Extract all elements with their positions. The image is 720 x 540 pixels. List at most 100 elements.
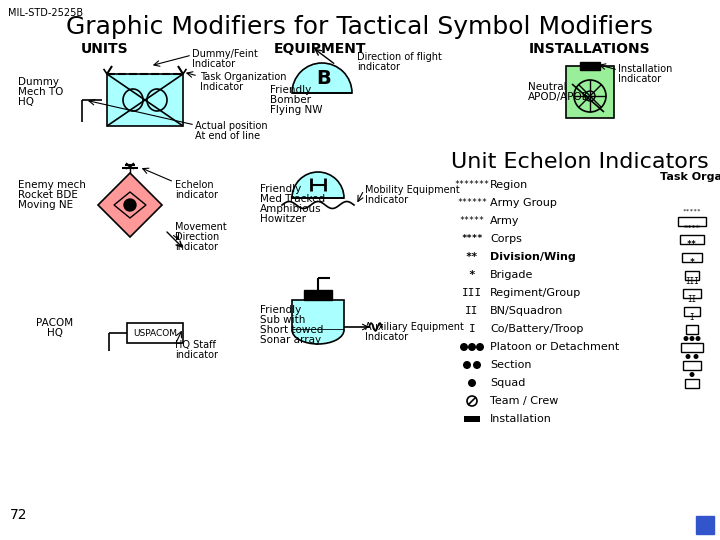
Text: Direction: Direction (175, 232, 220, 242)
Text: Med Tracked: Med Tracked (260, 194, 325, 204)
Text: I: I (690, 313, 694, 321)
Bar (292, 300, 344, 330)
Text: Co/Battery/Troop: Co/Battery/Troop (490, 324, 583, 334)
Text: Movement: Movement (175, 222, 227, 232)
Text: ******: ****** (457, 199, 487, 207)
Text: Direction of flight: Direction of flight (357, 52, 442, 62)
Text: Dummy/Feint: Dummy/Feint (192, 49, 258, 59)
Text: Indicator: Indicator (200, 82, 243, 92)
Text: HQ: HQ (18, 97, 34, 107)
Circle shape (690, 336, 695, 341)
Text: II: II (465, 306, 479, 316)
Bar (566, 66, 614, 118)
Text: indicator: indicator (357, 62, 400, 72)
Text: *: * (469, 270, 475, 280)
Text: Neutral: Neutral (528, 82, 567, 92)
Bar (684, 307, 700, 315)
Text: I: I (469, 324, 475, 334)
Text: Bomber: Bomber (270, 95, 311, 105)
Text: Friendly: Friendly (260, 184, 301, 194)
Text: Friendly: Friendly (260, 305, 301, 315)
Text: indicator: indicator (175, 242, 218, 252)
Text: Division/Wing: Division/Wing (490, 252, 576, 262)
Bar (686, 325, 698, 334)
Text: *******: ******* (454, 180, 490, 190)
Text: II: II (688, 294, 697, 303)
Text: Enemy mech: Enemy mech (18, 180, 86, 190)
Text: Regiment/Group: Regiment/Group (490, 288, 581, 298)
Circle shape (696, 336, 701, 341)
Circle shape (690, 372, 695, 377)
Text: Installation: Installation (490, 414, 552, 424)
Text: Platoon or Detachment: Platoon or Detachment (490, 342, 619, 352)
Text: BN/Squadron: BN/Squadron (490, 306, 563, 316)
Text: Task Organized: Task Organized (660, 172, 720, 182)
Text: Section: Section (490, 360, 531, 370)
Text: ****: **** (462, 234, 482, 244)
Text: MIL-STD-2525B: MIL-STD-2525B (8, 8, 83, 18)
Text: Brigade: Brigade (490, 270, 534, 280)
Text: indicator: indicator (175, 350, 218, 360)
Bar (681, 342, 703, 352)
Bar (683, 288, 701, 298)
Text: Sonar array: Sonar array (260, 335, 321, 345)
Text: Friendly: Friendly (270, 85, 311, 95)
Wedge shape (292, 172, 344, 198)
Text: Echelon: Echelon (175, 180, 214, 190)
Text: Squad: Squad (490, 378, 526, 388)
Text: HQ Staff: HQ Staff (175, 340, 216, 350)
Circle shape (468, 343, 476, 351)
Text: INSTALLATIONS: INSTALLATIONS (529, 42, 651, 56)
Text: Region: Region (490, 180, 528, 190)
Text: Graphic Modifiers for Tactical Symbol Modifiers: Graphic Modifiers for Tactical Symbol Mo… (66, 15, 654, 39)
Wedge shape (292, 63, 352, 93)
Text: Amphibious: Amphibious (260, 204, 322, 214)
Text: Indicator: Indicator (192, 59, 235, 69)
Text: U: U (699, 517, 711, 532)
Circle shape (683, 336, 688, 341)
Text: Short towed: Short towed (260, 325, 323, 335)
Bar (464, 416, 480, 422)
Text: Sub with: Sub with (260, 315, 305, 325)
Text: Installation: Installation (618, 64, 672, 74)
Circle shape (468, 379, 476, 387)
Text: Team / Crew: Team / Crew (490, 396, 559, 406)
Text: **: ** (687, 240, 697, 249)
Bar (678, 217, 706, 226)
Text: Task Organization: Task Organization (200, 72, 287, 82)
Text: Flying NW: Flying NW (270, 105, 323, 115)
Text: Unit Echelon Indicators: Unit Echelon Indicators (451, 152, 709, 172)
Text: At end of line: At end of line (195, 131, 260, 141)
Text: PACOM: PACOM (37, 318, 73, 328)
Text: Corps: Corps (490, 234, 522, 244)
Text: HQ: HQ (47, 328, 63, 338)
Text: 72: 72 (10, 508, 27, 522)
Text: Indicator: Indicator (365, 195, 408, 205)
Text: Mobility Equipment: Mobility Equipment (365, 185, 460, 195)
Circle shape (463, 361, 471, 369)
Text: B: B (317, 70, 331, 89)
Polygon shape (98, 173, 162, 237)
Text: Army: Army (490, 216, 520, 226)
Polygon shape (292, 330, 344, 344)
Text: EQUIPMENT: EQUIPMENT (274, 42, 366, 56)
Bar (685, 271, 699, 280)
Text: *****: ***** (459, 217, 485, 226)
Bar (127, 323, 183, 343)
Text: **: ** (466, 252, 478, 262)
Circle shape (124, 199, 136, 211)
Text: APOD/APOE: APOD/APOE (528, 92, 589, 102)
Text: Actual position: Actual position (195, 121, 268, 131)
Bar (685, 379, 699, 388)
Text: ****: **** (683, 226, 701, 232)
Text: Auxiliary Equipment: Auxiliary Equipment (365, 322, 464, 332)
Circle shape (460, 343, 468, 351)
Text: Indicator: Indicator (618, 74, 661, 84)
Bar (683, 361, 701, 369)
Text: III: III (685, 276, 699, 286)
Bar (304, 290, 332, 300)
Bar (682, 253, 702, 261)
Text: Dummy: Dummy (18, 77, 59, 87)
Text: Rocket BDE: Rocket BDE (18, 190, 78, 200)
Text: UNITS: UNITS (81, 42, 129, 56)
